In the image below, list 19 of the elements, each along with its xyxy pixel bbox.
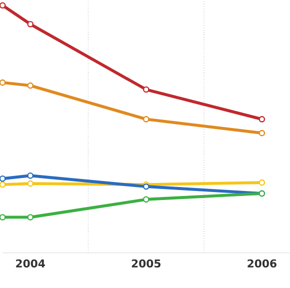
point [142, 196, 150, 203]
point [27, 214, 34, 221]
x-tick-label: 2004 [16, 260, 45, 268]
point [142, 116, 150, 123]
point [0, 2, 6, 9]
point [142, 86, 150, 93]
point [258, 180, 266, 186]
point [0, 182, 6, 188]
point [258, 130, 266, 136]
point [27, 82, 34, 89]
point [0, 176, 6, 182]
point [27, 172, 34, 180]
x-tick-label: 2005 [132, 260, 160, 268]
point [0, 80, 6, 86]
point [0, 214, 6, 221]
x-tick-label: 2006 [248, 260, 276, 268]
point [27, 21, 34, 28]
point [258, 116, 266, 123]
point [27, 180, 34, 187]
